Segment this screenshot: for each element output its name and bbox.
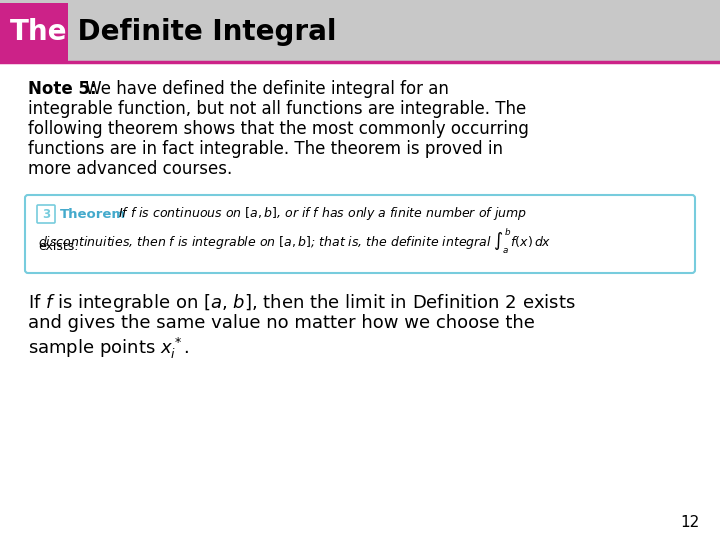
Text: and gives the same value no matter how we choose the: and gives the same value no matter how w… [28, 314, 535, 332]
Text: Note 5:: Note 5: [28, 80, 96, 98]
Text: exists.: exists. [38, 240, 78, 253]
Text: functions are in fact integrable. The theorem is proved in: functions are in fact integrable. The th… [28, 140, 503, 158]
Text: If $f$ is continuous on $[a, b]$, or if $f$ has only a finite number of jump: If $f$ is continuous on $[a, b]$, or if … [118, 206, 527, 222]
Text: If $f$ is integrable on [$a$, $b$], then the limit in Definition 2 exists: If $f$ is integrable on [$a$, $b$], then… [28, 292, 576, 314]
Text: discontinuities, then $f$ is integrable on $[a, b]$; that is, the definite integ: discontinuities, then $f$ is integrable … [38, 226, 552, 255]
Text: 12: 12 [680, 515, 700, 530]
Text: more advanced courses.: more advanced courses. [28, 160, 233, 178]
Text: following theorem shows that the most commonly occurring: following theorem shows that the most co… [28, 120, 529, 138]
Text: We have defined the definite integral for an: We have defined the definite integral fo… [80, 80, 449, 98]
Text: 3: 3 [42, 207, 50, 220]
Bar [0, 3, 68, 62]
Bar [0, 0, 720, 62]
Text: The: The [10, 18, 68, 46]
FancyBboxPatch shape [25, 195, 695, 273]
Text: integrable function, but not all functions are integrable. The: integrable function, but not all functio… [28, 100, 526, 118]
FancyBboxPatch shape [37, 205, 55, 223]
Text: sample points $x_i^*$.: sample points $x_i^*$. [28, 336, 189, 361]
Text: Definite Integral: Definite Integral [68, 18, 336, 46]
Text: Theorem: Theorem [60, 207, 126, 220]
